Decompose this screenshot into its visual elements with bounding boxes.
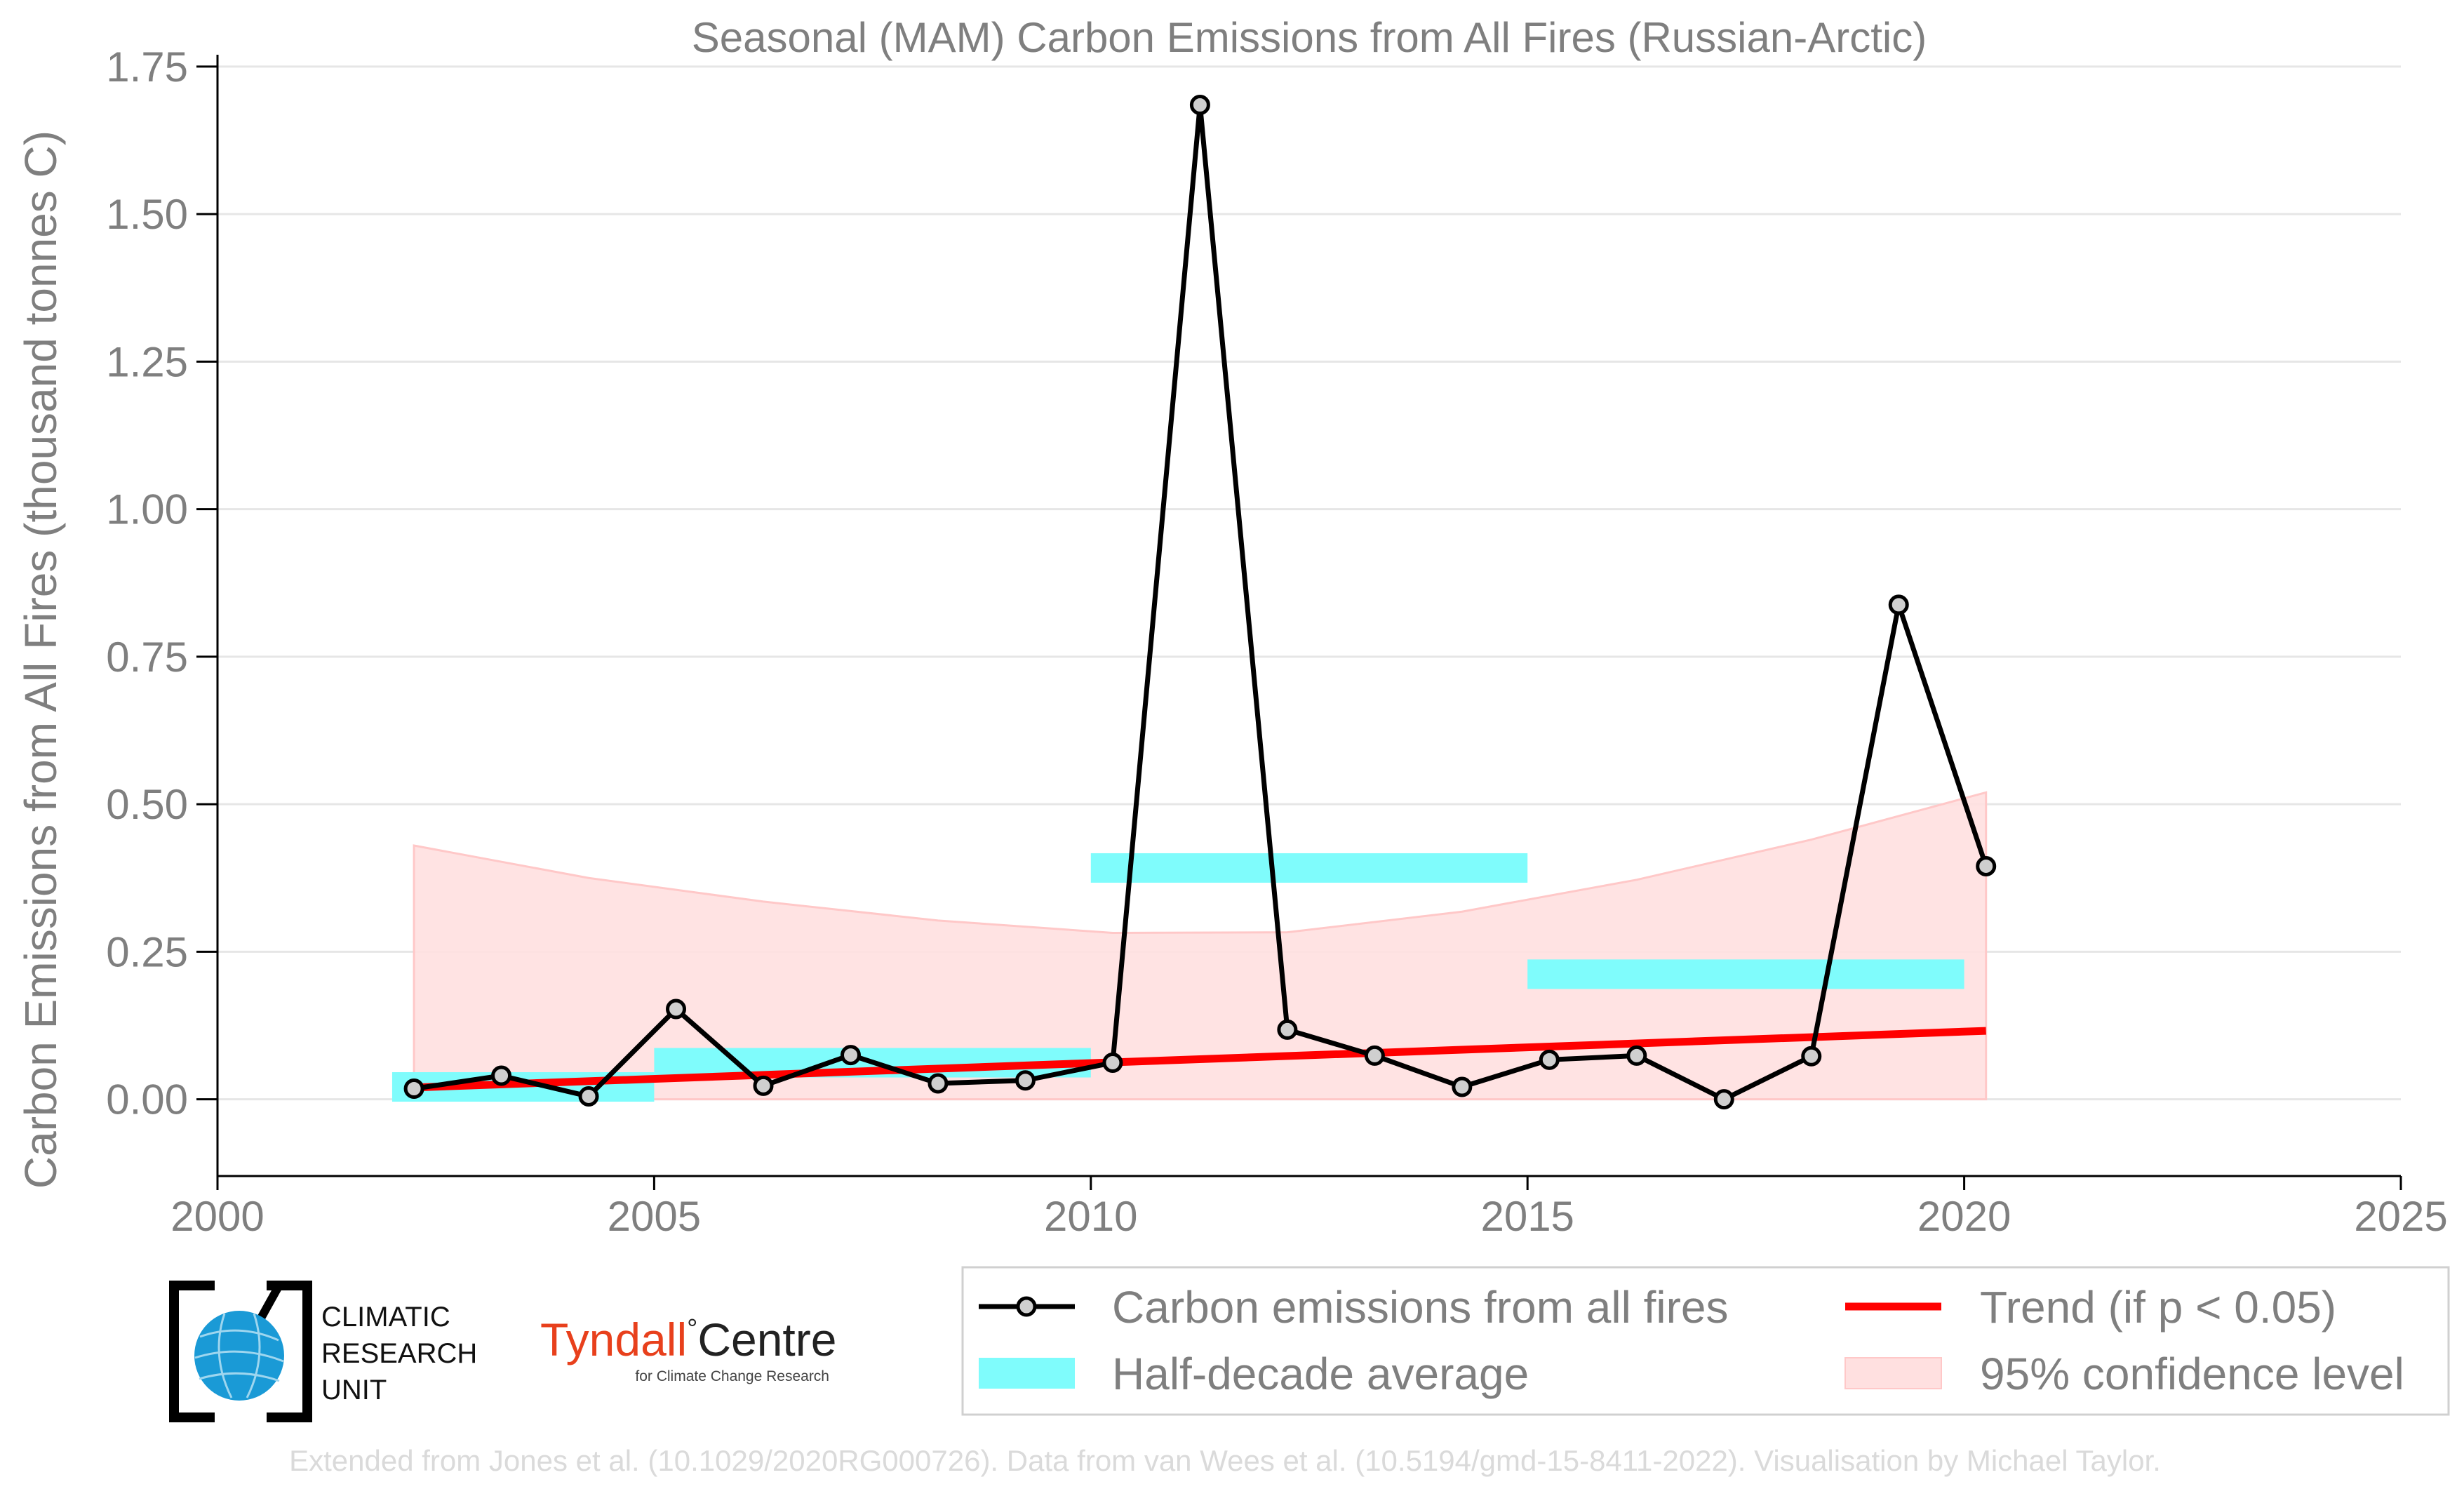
half-decade-bar [1090,853,1528,883]
emissions-point [491,1065,512,1086]
legend-label-emissions: Carbon emissions from all fires [1112,1282,1729,1333]
emissions-point [1713,1089,1734,1110]
legend-label-average: Half-decade average [1112,1349,1529,1399]
axes: 0.00 0.25 0.50 0.75 1.00 1.25 1.50 1.75 2000 2005… [106,44,2448,1240]
emissions-point [1539,1049,1560,1070]
x-tick-label: 2015 [1480,1193,1574,1240]
x-tick-label: 2005 [608,1193,701,1240]
cru-line-1: CLIMATIC [321,1302,450,1333]
globe-icon [194,1311,284,1401]
emissions-point [1102,1053,1123,1074]
tyndall-logo: Tyndall°Centre for Climate Change Resear… [540,1314,836,1384]
chart-title: Seasonal (MAM) Carbon Emissions from All… [692,14,1927,61]
y-tick-label: 1.00 [106,486,188,533]
y-tick-label: 1.75 [106,44,188,91]
x-tick-label: 2000 [170,1193,264,1240]
emissions-point [1626,1045,1647,1066]
credit-line: Extended from Jones et al. (10.1029/2020… [289,1444,2161,1477]
trend-line [413,1027,1986,1092]
legend-frame [961,1266,2450,1416]
tyndall-name: Tyndall [540,1314,687,1365]
legend-swatch-average [979,1358,1075,1389]
emissions-point [1801,1046,1822,1067]
legend-label-confidence: 95% confidence level [1980,1349,2404,1399]
x-tick-label: 2025 [2354,1193,2447,1240]
emissions-series-layer [403,94,1997,1110]
cru-line-3: UNIT [321,1375,387,1405]
y-tick-label: 1.50 [106,191,188,238]
x-tick-label: 2010 [1044,1193,1137,1240]
emissions-point [753,1075,774,1096]
y-axis-label: Carbon Emissions from All Fires (thousan… [15,131,66,1189]
legend: Carbon emissions from all fires Trend (i… [961,1266,2450,1416]
y-tick-label: 0.75 [106,634,188,681]
cru-logo: CLIMATIC RESEARCH UNIT [169,1281,477,1422]
legend-label-trend: Trend (if p < 0.05) [1980,1282,2336,1333]
emissions-point [1976,855,1997,876]
cru-bracket-right [267,1281,312,1422]
confidence-band [413,791,1988,1101]
tyndall-centre: Centre [697,1314,836,1365]
tyndall-degree: ° [687,1314,697,1344]
emissions-point [403,1078,424,1100]
y-tick-label: 0.50 [106,781,188,828]
emissions-point [578,1086,599,1107]
emissions-point [1015,1070,1036,1091]
emissions-point [1189,94,1210,115]
x-tick-label: 2020 [1917,1193,2011,1240]
y-tick-label: 1.25 [106,338,188,385]
emissions-point [666,999,687,1020]
emissions-point [1888,594,1909,615]
cru-bracket-left [169,1281,215,1422]
emissions-point [840,1045,861,1066]
emissions-point [928,1073,949,1094]
half-decade-bar [1527,959,1964,989]
confidence-band-layer [413,791,1988,1101]
svg-text:Tyndall°Centre: Tyndall°Centre [540,1314,836,1365]
tyndall-subtitle: for Climate Change Research [635,1368,829,1384]
trend-layer [413,1027,1986,1092]
legend-swatch-confidence [1844,1357,1942,1389]
emissions-point [1452,1076,1473,1097]
cru-line-2: RESEARCH [321,1338,477,1369]
emissions-point [1277,1019,1298,1040]
legend-swatch-emissions [979,1296,1075,1317]
y-tick-label: 0.00 [106,1076,188,1123]
y-tick-label: 0.25 [106,928,188,975]
emissions-point [1364,1045,1385,1066]
